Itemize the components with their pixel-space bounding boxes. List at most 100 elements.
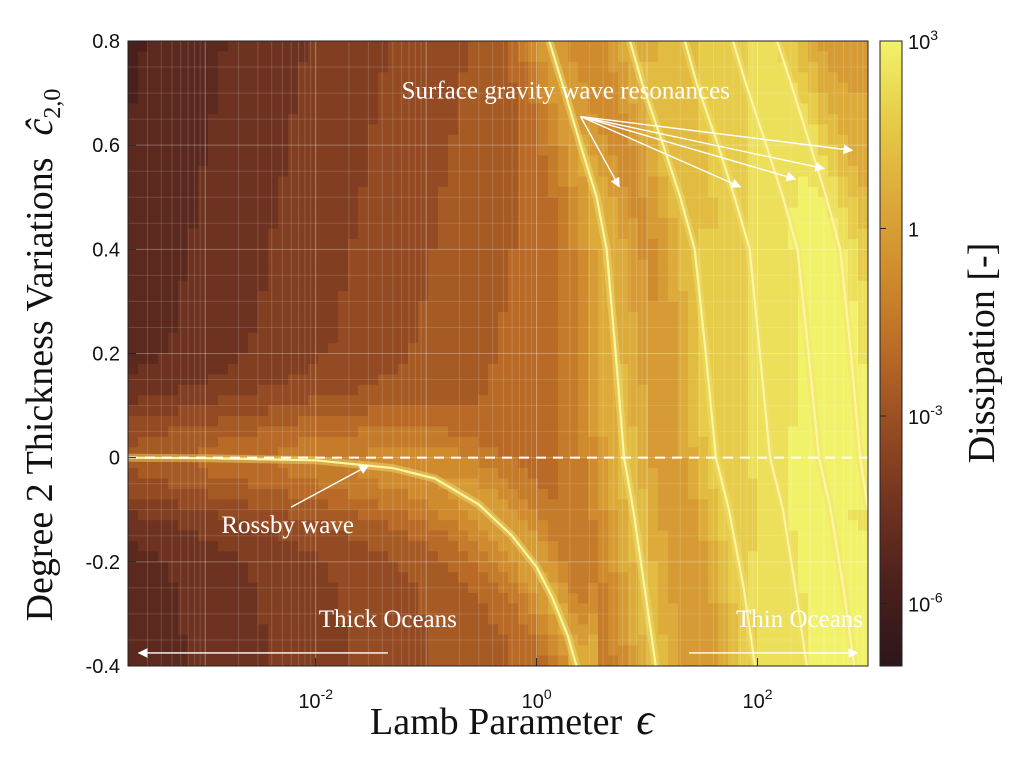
heatmap-cell [678,41,689,53]
heatmap-cell [518,603,529,615]
heatmap-cell [138,447,149,459]
heatmap-cell [658,416,669,428]
heatmap-cell [798,645,809,657]
heatmap-cell [858,520,868,532]
heatmap-cell [208,509,219,521]
heatmap-cell [158,280,169,292]
heatmap-cell [748,603,759,615]
heatmap-cell [188,166,199,178]
heatmap-cell [128,270,139,282]
heatmap-cell [508,541,519,553]
heatmap-cell [698,655,709,666]
heatmap-cell [488,447,499,459]
heatmap-cell [418,134,429,146]
heatmap-cell [848,61,859,73]
heatmap-cell [258,613,269,625]
heatmap-cell [328,218,339,230]
heatmap-cell [168,488,179,500]
heatmap-cell [448,145,459,157]
heatmap-cell [718,343,729,355]
heatmap-cell [408,488,419,500]
heatmap-cell [358,488,369,500]
heatmap-cell [408,155,419,167]
heatmap-cell [848,103,859,115]
heatmap-cell [218,61,229,73]
heatmap-cell [178,363,189,375]
heatmap-cell [298,311,309,323]
heatmap-cell [428,332,439,344]
heatmap-cell [848,426,859,438]
heatmap-cell [198,124,209,136]
heatmap-cell [348,207,359,219]
heatmap-cell [218,624,229,636]
heatmap-cell [798,561,809,573]
heatmap-cell [188,103,199,115]
heatmap-cell [818,124,829,136]
heatmap-cell [678,332,689,344]
heatmap-cell [498,186,509,198]
heatmap-cell [158,551,169,563]
heatmap-cell [518,499,529,511]
heatmap-cell [668,426,679,438]
heatmap-cell [858,343,868,355]
heatmap-cell [428,541,439,553]
heatmap-cell [738,113,749,125]
heatmap-cell [618,291,629,303]
heatmap-cell [818,561,829,573]
heatmap-cell [798,353,809,365]
heatmap-cell [288,561,299,573]
heatmap-cell [458,311,469,323]
heatmap-cell [238,332,249,344]
heatmap-cell [618,478,629,490]
heatmap-cell [268,374,279,386]
heatmap-cell [228,291,239,303]
heatmap-cell [388,405,399,417]
heatmap-cell [128,218,139,230]
heatmap-cell [838,113,849,125]
heatmap-cell [368,384,379,396]
heatmap-cell [738,488,749,500]
heatmap-cell [458,134,469,146]
heatmap-cell [668,447,679,459]
heatmap-cell [238,207,249,219]
heatmap-cell [568,72,579,84]
heatmap-cell [788,291,799,303]
heatmap-cell [648,457,659,469]
heatmap-cell [648,520,659,532]
heatmap-cell [228,468,239,480]
heatmap-cell [198,291,209,303]
heatmap-cell [148,145,159,157]
heatmap-cell [578,93,589,105]
heatmap-cell [598,363,609,375]
heatmap-cell [808,613,819,625]
heatmap-cell [708,634,719,646]
heatmap-cell [728,197,739,209]
heatmap-cell [548,41,559,53]
heatmap-cell [358,541,369,553]
heatmap-cell [178,332,189,344]
heatmap-cell [718,218,729,230]
heatmap-cell [228,488,239,500]
heatmap-cell [548,509,559,521]
y-tick-label: 0.6 [92,135,120,157]
heatmap-cell [638,134,649,146]
heatmap-cell [138,218,149,230]
heatmap-cell [628,301,639,313]
heatmap-cell [248,520,259,532]
heatmap-cell [368,499,379,511]
heatmap-cell [138,405,149,417]
heatmap-cell [468,499,479,511]
heatmap-cell [808,103,819,115]
heatmap-cell [338,176,349,188]
heatmap-cell [188,624,199,636]
heatmap-cell [738,270,749,282]
heatmap-cell [348,134,359,146]
heatmap-cell [748,499,759,511]
heatmap-cell [438,41,449,53]
heatmap-cell [388,280,399,292]
heatmap-cell [168,311,179,323]
heatmap-cell [808,541,819,553]
heatmap-cell [218,488,229,500]
heatmap-cell [668,51,679,63]
heatmap-cell [258,624,269,636]
